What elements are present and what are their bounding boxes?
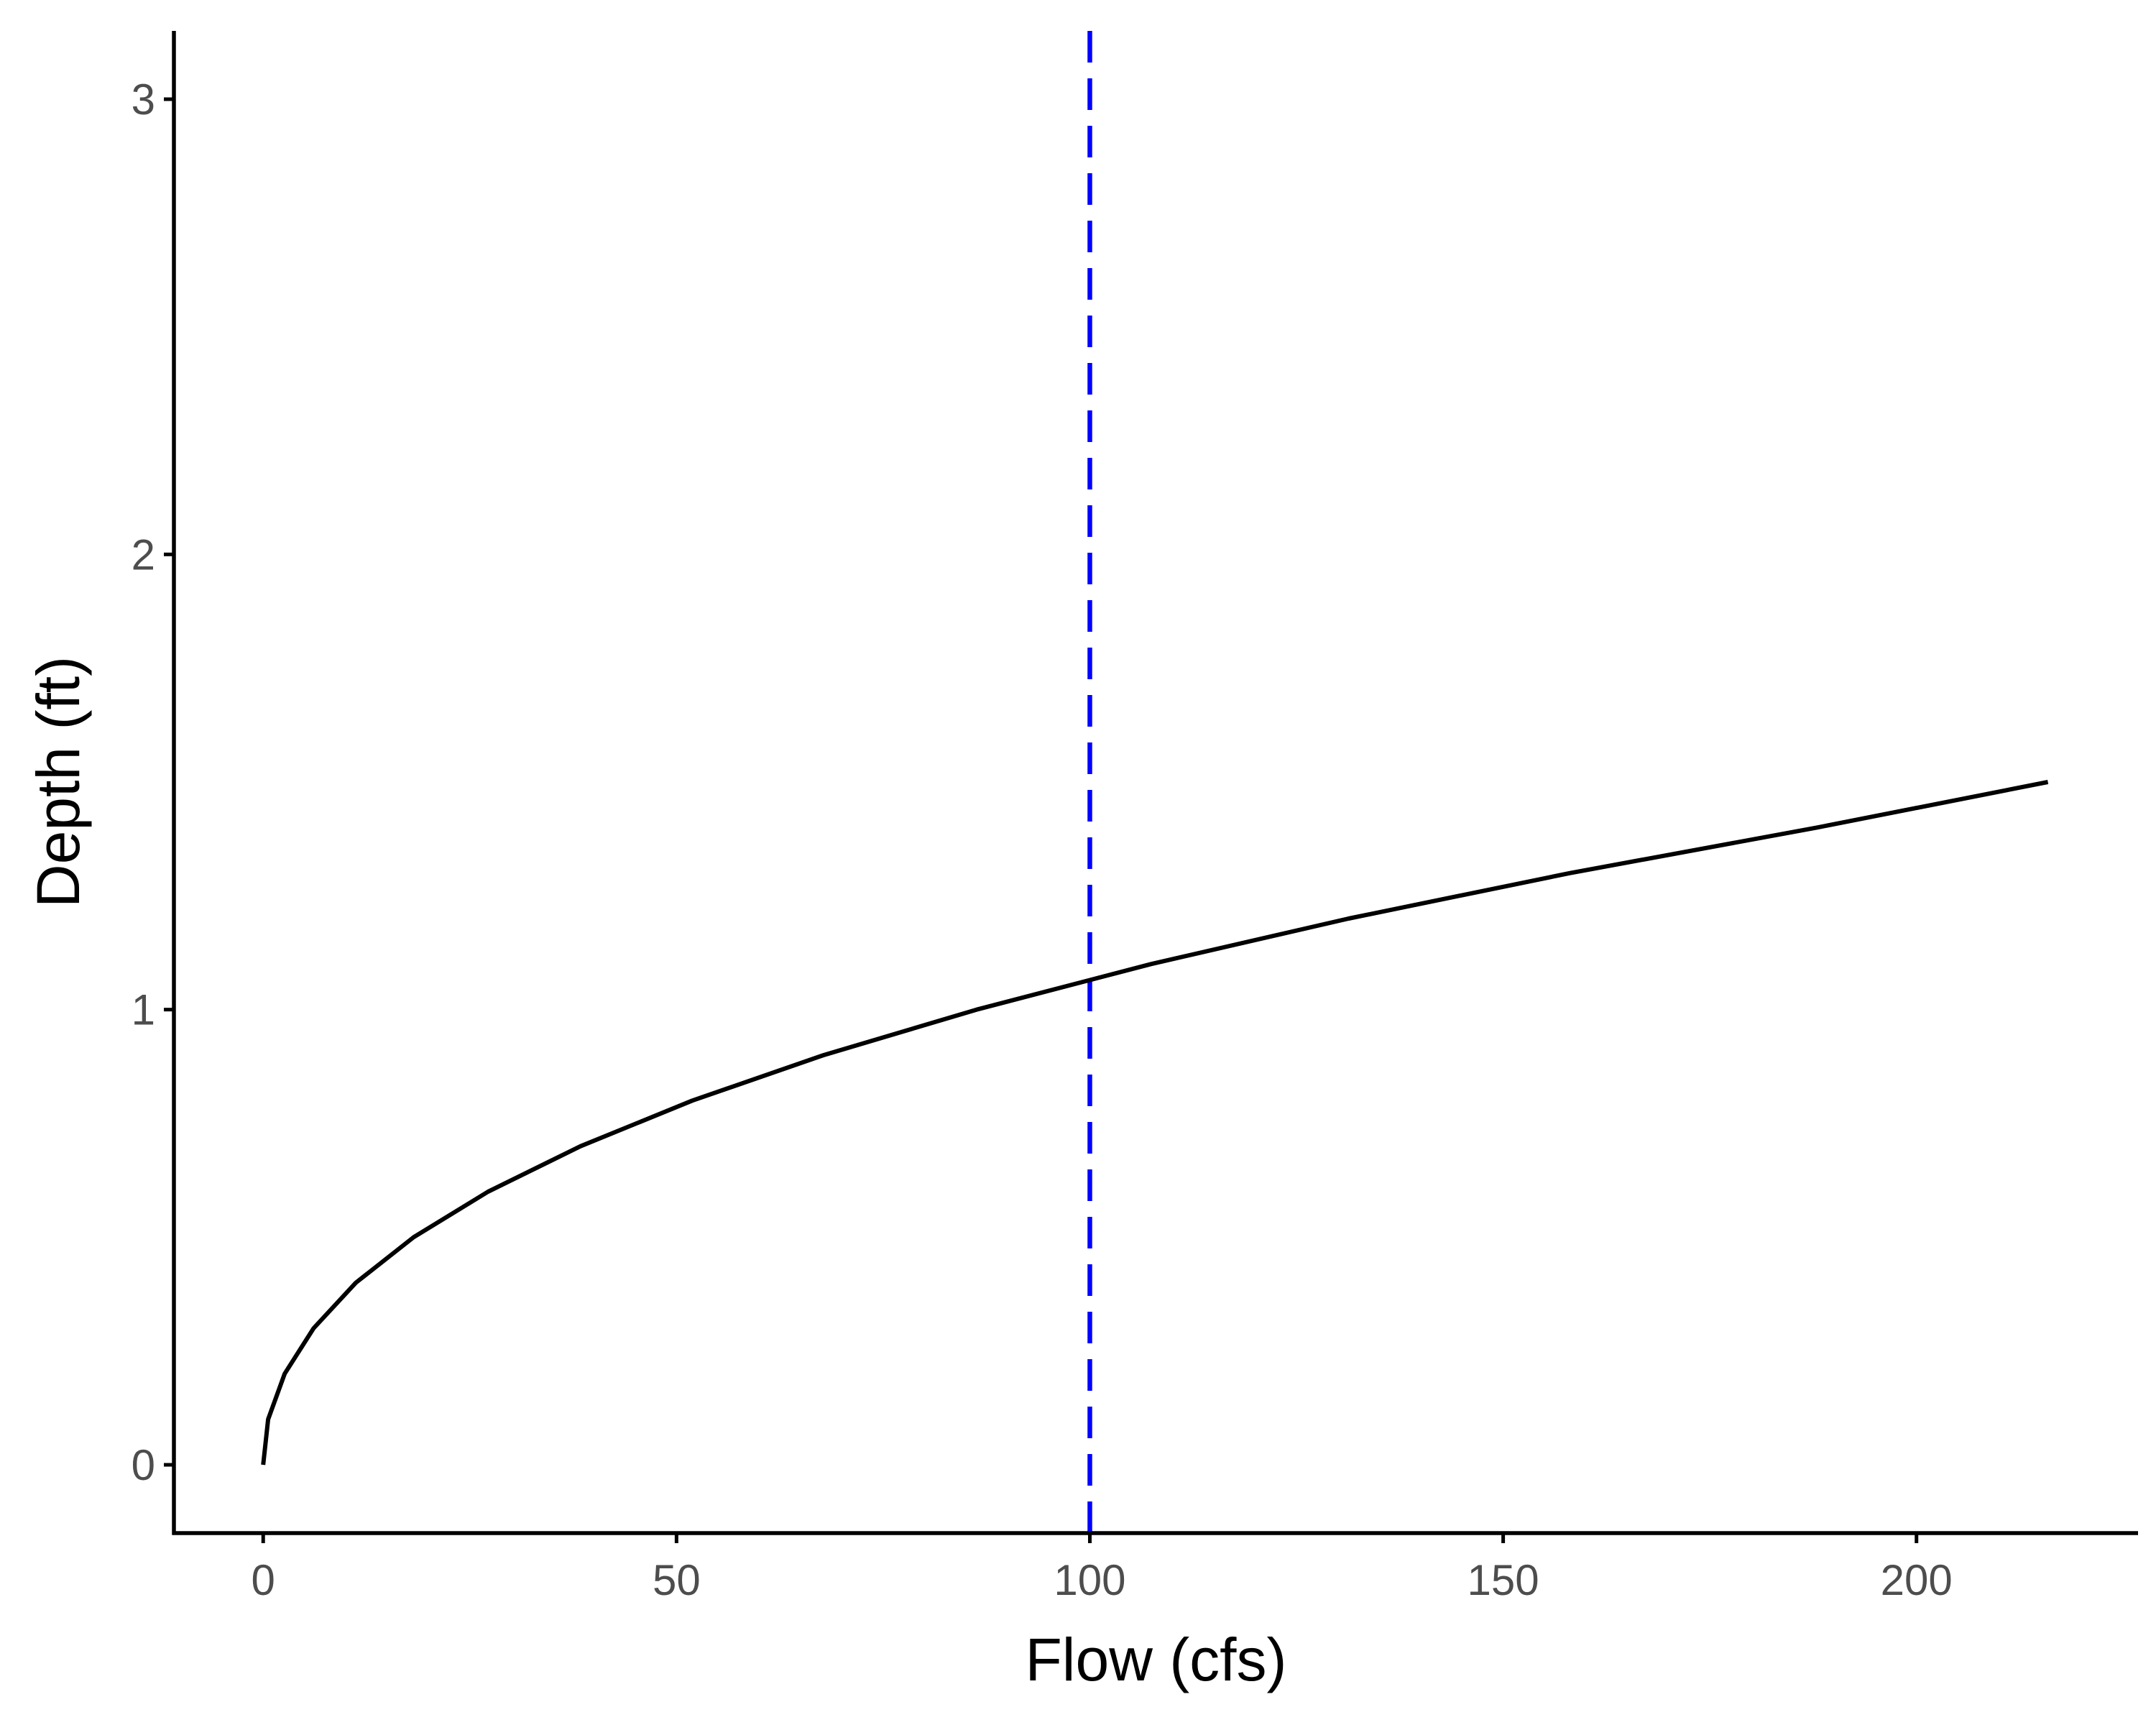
x-axis-ticks: 0 50 100 150 200 — [252, 1533, 1953, 1604]
y-axis-title: Depth (ft) — [24, 656, 92, 908]
x-axis-title: Flow (cfs) — [1026, 1626, 1287, 1693]
y-tick-label: 3 — [132, 75, 155, 124]
x-tick-label: 0 — [252, 1556, 275, 1604]
plot-area — [261, 31, 2049, 1533]
y-tick-label: 2 — [132, 530, 155, 579]
y-tick-label: 1 — [132, 986, 155, 1034]
series-line-0 — [261, 780, 2049, 1466]
y-tick-label: 0 — [132, 1441, 155, 1489]
x-tick-label: 200 — [1881, 1556, 1953, 1604]
x-tick-label: 150 — [1468, 1556, 1539, 1604]
x-tick-label: 100 — [1054, 1556, 1125, 1604]
x-tick-label: 50 — [653, 1556, 701, 1604]
y-axis-ticks: 0 1 2 3 — [132, 75, 174, 1489]
